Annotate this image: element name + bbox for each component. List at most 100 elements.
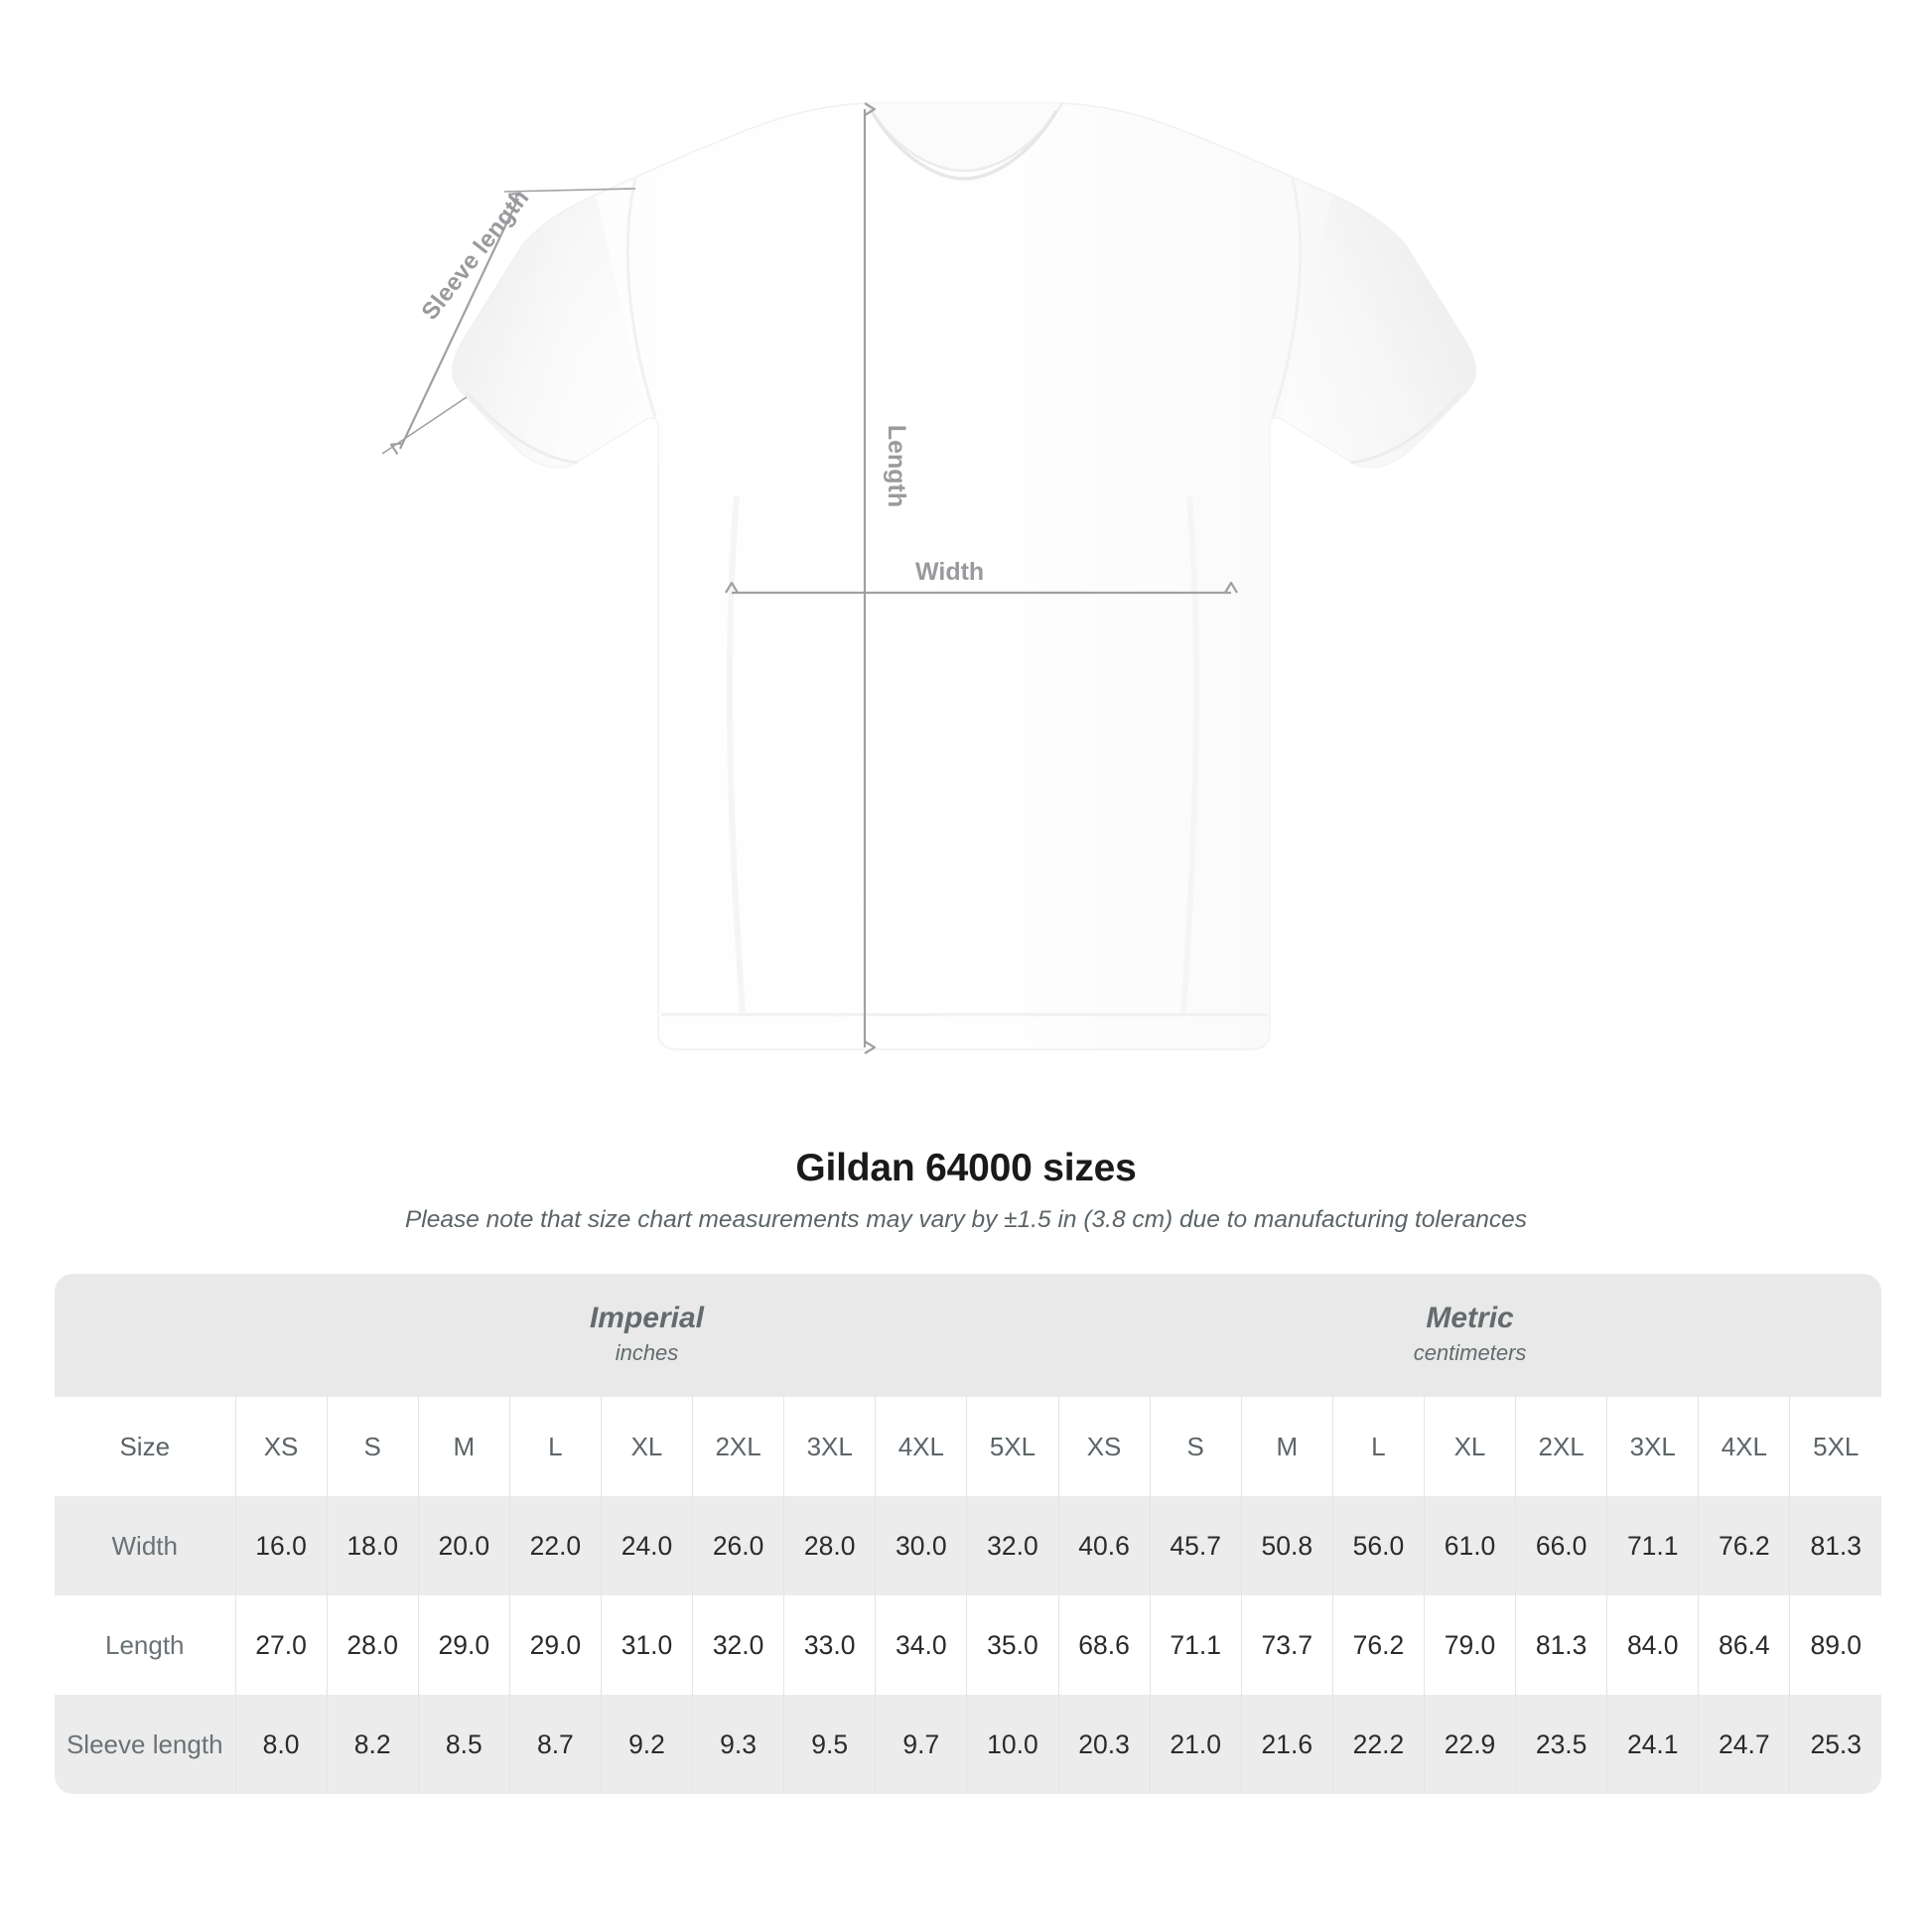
table-cell: 71.1 bbox=[1606, 1496, 1699, 1595]
table-cell: 23.5 bbox=[1515, 1695, 1607, 1794]
table-cell: 71.1 bbox=[1149, 1595, 1242, 1695]
table-cell: 50.8 bbox=[1240, 1496, 1333, 1595]
sleeve-extension-bottom bbox=[381, 396, 468, 455]
unit-system-row: Imperial inches Metric centimeters bbox=[55, 1274, 1882, 1397]
size-column-header: XL bbox=[600, 1397, 693, 1496]
table-cell: 20.0 bbox=[417, 1496, 510, 1595]
table-cell: 9.7 bbox=[875, 1695, 967, 1794]
size-column-header: 5XL bbox=[1789, 1397, 1882, 1496]
table-cell: 22.2 bbox=[1331, 1695, 1425, 1794]
table-cell: 24.0 bbox=[600, 1496, 693, 1595]
row-label-width: Width bbox=[55, 1496, 235, 1595]
table-cell: 27.0 bbox=[234, 1595, 328, 1695]
row-label-sleeve-length: Sleeve length bbox=[55, 1695, 235, 1794]
table-cell: 8.7 bbox=[508, 1695, 602, 1794]
size-column-header: 5XL bbox=[966, 1397, 1059, 1496]
unit-group-imperial: Imperial inches bbox=[235, 1274, 1059, 1397]
table-cell: 8.2 bbox=[326, 1695, 419, 1794]
size-column-header: 4XL bbox=[1698, 1397, 1790, 1496]
table-cell: 9.2 bbox=[600, 1695, 693, 1794]
table-cell: 89.0 bbox=[1789, 1595, 1882, 1695]
table-cell: 81.3 bbox=[1789, 1496, 1882, 1595]
table-cell: 22.0 bbox=[508, 1496, 602, 1595]
size-column-header: S bbox=[326, 1397, 419, 1496]
size-column-header: 2XL bbox=[1515, 1397, 1607, 1496]
table-cell: 8.0 bbox=[234, 1695, 328, 1794]
width-label: Width bbox=[915, 558, 985, 586]
table-cell: 33.0 bbox=[783, 1595, 876, 1695]
table-cell: 24.7 bbox=[1698, 1695, 1790, 1794]
garment-diagram: Sleeve length Length Width bbox=[381, 0, 1476, 1112]
table-cell: 86.4 bbox=[1698, 1595, 1790, 1695]
size-column-header: 3XL bbox=[1606, 1397, 1699, 1496]
size-column-header: S bbox=[1149, 1397, 1242, 1496]
size-column-header: M bbox=[417, 1397, 510, 1496]
table-cell: 35.0 bbox=[966, 1595, 1059, 1695]
table-cell: 76.2 bbox=[1331, 1595, 1425, 1695]
tolerance-note: Please note that size chart measurements… bbox=[404, 1206, 1528, 1233]
size-column-header: M bbox=[1240, 1397, 1333, 1496]
size-header-row: Size XS S M L XL 2XL 3XL 4XL 5XL XS S M L XL 2XL 3XL 4XL 5… bbox=[55, 1397, 1882, 1496]
table-row: Sleeve length 8.0 8.2 8.5 8.7 9.2 9.3 9.5 9.7 10.… bbox=[55, 1695, 1882, 1794]
table-cell: 79.0 bbox=[1423, 1595, 1516, 1695]
size-column-header: L bbox=[1331, 1397, 1425, 1496]
table-cell: 24.1 bbox=[1606, 1695, 1699, 1794]
unit-system-name: Metric bbox=[1426, 1302, 1514, 1335]
table-cell: 32.0 bbox=[692, 1595, 784, 1695]
row-label-size: Size bbox=[55, 1397, 235, 1496]
table-cell: 29.0 bbox=[417, 1595, 510, 1695]
table-row: Length 27.0 28.0 29.0 29.0 31.0 32.0 33.0 34.0 35… bbox=[55, 1595, 1882, 1695]
unit-row-spacer bbox=[55, 1274, 235, 1397]
table-cell: 61.0 bbox=[1423, 1496, 1516, 1595]
table-cell: 68.6 bbox=[1057, 1595, 1151, 1695]
table-cell: 29.0 bbox=[508, 1595, 602, 1695]
table-cell: 84.0 bbox=[1606, 1595, 1699, 1695]
size-column-header: L bbox=[508, 1397, 602, 1496]
table-cell: 9.5 bbox=[783, 1695, 876, 1794]
size-column-header: XS bbox=[234, 1397, 328, 1496]
unit-system-unit: centimeters bbox=[1413, 1339, 1527, 1365]
table-cell: 21.0 bbox=[1149, 1695, 1242, 1794]
length-label: Length bbox=[883, 424, 911, 508]
dimension-lines bbox=[381, 109, 1231, 1047]
tshirt-illustration bbox=[452, 102, 1476, 1050]
table-cell: 8.5 bbox=[417, 1695, 510, 1794]
row-label-length: Length bbox=[55, 1595, 235, 1695]
sleeve-length-arrow bbox=[400, 199, 518, 449]
unit-group-metric: Metric centimeters bbox=[1058, 1274, 1882, 1397]
size-column-header: XS bbox=[1057, 1397, 1151, 1496]
size-chart-table-wrapper: Imperial inches Metric centimeters Size XS S M L… bbox=[55, 1274, 1882, 1794]
table-cell: 45.7 bbox=[1149, 1496, 1242, 1595]
table-cell: 81.3 bbox=[1515, 1595, 1607, 1695]
page-title: Gildan 64000 sizes bbox=[795, 1147, 1137, 1189]
table-cell: 31.0 bbox=[600, 1595, 693, 1695]
size-column-header: 2XL bbox=[692, 1397, 784, 1496]
table-cell: 32.0 bbox=[966, 1496, 1059, 1595]
size-chart-table: Imperial inches Metric centimeters Size XS S M L… bbox=[55, 1274, 1882, 1794]
table-cell: 10.0 bbox=[966, 1695, 1059, 1794]
table-cell: 28.0 bbox=[783, 1496, 876, 1595]
sleeve-extension-top bbox=[503, 188, 636, 193]
table-cell: 30.0 bbox=[875, 1496, 967, 1595]
table-cell: 34.0 bbox=[875, 1595, 967, 1695]
table-cell: 76.2 bbox=[1698, 1496, 1790, 1595]
unit-system-name: Imperial bbox=[589, 1302, 705, 1335]
table-cell: 73.7 bbox=[1240, 1595, 1333, 1695]
table-cell: 26.0 bbox=[692, 1496, 784, 1595]
table-cell: 16.0 bbox=[234, 1496, 328, 1595]
unit-system-unit: inches bbox=[615, 1339, 679, 1365]
table-cell: 18.0 bbox=[326, 1496, 419, 1595]
table-cell: 9.3 bbox=[692, 1695, 784, 1794]
table-row: Width 16.0 18.0 20.0 22.0 24.0 26.0 28.0 30.0 32.… bbox=[55, 1496, 1882, 1595]
size-column-header: 3XL bbox=[783, 1397, 876, 1496]
table-cell: 20.3 bbox=[1057, 1695, 1151, 1794]
table-cell: 25.3 bbox=[1789, 1695, 1882, 1794]
size-column-header: XL bbox=[1423, 1397, 1516, 1496]
table-cell: 40.6 bbox=[1057, 1496, 1151, 1595]
table-cell: 21.6 bbox=[1240, 1695, 1333, 1794]
table-cell: 56.0 bbox=[1331, 1496, 1425, 1595]
table-cell: 22.9 bbox=[1423, 1695, 1516, 1794]
size-column-header: 4XL bbox=[875, 1397, 967, 1496]
table-cell: 66.0 bbox=[1515, 1496, 1607, 1595]
